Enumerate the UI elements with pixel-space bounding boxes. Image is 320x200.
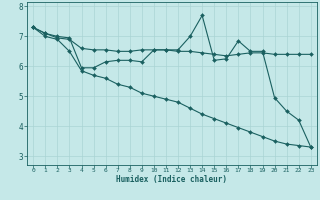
X-axis label: Humidex (Indice chaleur): Humidex (Indice chaleur)	[116, 175, 228, 184]
